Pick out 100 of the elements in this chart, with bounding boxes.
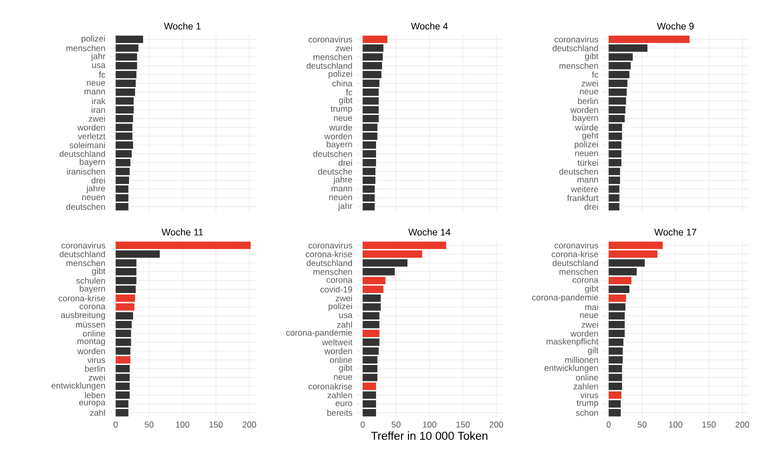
y-tick-label: zahl — [337, 321, 352, 328]
x-tick-label: 50 — [144, 422, 154, 428]
y-tick-label: worden — [77, 348, 105, 354]
y-tick-label: drei — [92, 177, 105, 184]
y-tick-label: deutschen — [66, 204, 105, 210]
y-tick-label: leben — [85, 392, 105, 398]
y-tick-label: gibt — [585, 52, 598, 61]
y-tick-label: usa — [92, 63, 106, 68]
x-tick-label: 0 — [360, 422, 365, 428]
x-tick-label: 100 — [423, 422, 436, 428]
y-tick-label: würde — [575, 124, 598, 131]
y-tick-label: bayern — [572, 114, 598, 123]
y-tick-label: virus — [87, 356, 106, 363]
chart-title: Woche 17 — [654, 228, 696, 236]
y-tick-label: europa — [79, 400, 106, 408]
x-tick-label: 50 — [638, 422, 647, 428]
y-tick-label: corona — [80, 304, 106, 310]
y-tick-label: bereits — [327, 410, 352, 416]
y-tick-label: corona-pandemie — [532, 294, 598, 302]
y-tick-label: corona — [326, 278, 352, 283]
y-tick-label: usa — [339, 313, 352, 318]
y-tick-label: polizei — [328, 70, 352, 79]
x-tick-label: 150 — [209, 422, 223, 428]
y-tick-label: mann — [578, 178, 598, 183]
y-tick-label: coronavirus — [554, 242, 598, 248]
y-tick-label: polizei — [574, 141, 598, 150]
y-tick-label: gibt — [585, 285, 598, 294]
chart-title: Woche 11 — [162, 228, 203, 236]
y-tick-label: gibt — [339, 96, 352, 105]
x-tick-label: 100 — [669, 422, 682, 428]
x-tick-label: 0 — [606, 422, 611, 428]
y-tick-label: mann — [84, 90, 105, 94]
y-tick-label: euro — [336, 402, 352, 406]
y-tick-label: soleimani — [70, 142, 105, 148]
y-tick-label: deutschen — [313, 150, 352, 157]
chart-title: Woche 9 — [656, 22, 694, 30]
y-tick-label: zwei — [88, 374, 105, 381]
x-tick-label: 200 — [242, 422, 256, 428]
y-tick-label: menschen — [560, 268, 598, 275]
x-tick-label: 150 — [702, 422, 716, 428]
y-tick-label: jahre — [86, 185, 106, 194]
y-tick-label: virus — [580, 392, 598, 398]
y-tick-label: jahr — [90, 52, 106, 61]
x-tick-label: 0 — [114, 422, 118, 428]
y-tick-label: deutschland — [552, 260, 598, 266]
y-tick-label: ausbreitung — [61, 312, 105, 320]
y-tick-label: deutschland — [306, 260, 352, 266]
y-tick-label: irak — [92, 98, 106, 104]
y-tick-label: zahl — [90, 410, 105, 416]
y-tick-label: deutschland — [306, 62, 352, 69]
y-tick-label: drei — [338, 160, 352, 166]
y-tick-label: neue — [334, 116, 352, 121]
y-tick-label: china — [332, 80, 352, 86]
y-tick-label: menschen — [314, 268, 352, 275]
y-tick-label: fc — [98, 71, 106, 78]
y-tick-label: entwicklungen — [52, 382, 105, 390]
y-tick-label: deutschland — [60, 250, 105, 258]
y-tick-label: gibt — [339, 364, 352, 373]
y-tick-label: neuen — [575, 151, 598, 156]
y-tick-label: worden — [77, 124, 105, 131]
y-tick-label: zahlen — [328, 392, 352, 398]
y-tick-label: schulen — [76, 277, 105, 284]
y-tick-label: jahr — [338, 202, 352, 211]
y-tick-label: online — [330, 356, 352, 363]
y-tick-label: deutschland — [60, 150, 105, 157]
y-tick-label: worden — [324, 133, 352, 140]
y-tick-label: menschen — [66, 44, 105, 52]
chart-title: Woche 1 — [164, 22, 201, 30]
y-tick-label: entwicklungen — [544, 364, 598, 373]
y-tick-label: zwei — [336, 44, 352, 52]
y-tick-label: neuen — [329, 196, 352, 200]
y-tick-label: corona-krise — [58, 295, 106, 302]
y-tick-label: drei — [584, 204, 598, 210]
bar — [608, 276, 632, 284]
y-tick-label: deutsche — [318, 168, 352, 175]
y-tick-label: iran — [92, 106, 105, 113]
y-tick-label: jahre — [333, 176, 352, 184]
y-tick-label: maskenpflicht — [546, 338, 598, 346]
y-tick-label: polizei — [82, 35, 105, 44]
y-tick-label: millionen — [565, 356, 598, 363]
y-tick-label: geht — [582, 132, 598, 140]
y-tick-label: polizei — [328, 302, 352, 311]
x-axis-title: Treffer in 10 000 Token — [371, 431, 488, 440]
bar — [608, 391, 622, 399]
y-tick-label: türkei — [578, 160, 598, 166]
chart-title: Woche 14 — [408, 228, 450, 236]
y-tick-label: zwei — [336, 295, 352, 302]
y-tick-label: verletzt — [78, 133, 106, 140]
y-tick-label: bayern — [80, 158, 105, 167]
y-tick-label: online — [82, 330, 106, 337]
y-tick-label: worden — [324, 348, 352, 354]
y-tick-label: coronakrise — [308, 383, 352, 390]
y-tick-label: mann — [332, 186, 352, 192]
y-tick-label: gilt — [588, 347, 598, 356]
y-tick-label: worden — [570, 330, 598, 337]
y-tick-label: iranischen — [67, 168, 105, 175]
y-tick-label: weltweit — [322, 339, 352, 346]
bar — [608, 286, 630, 294]
bar — [608, 36, 690, 43]
bar — [362, 330, 380, 338]
